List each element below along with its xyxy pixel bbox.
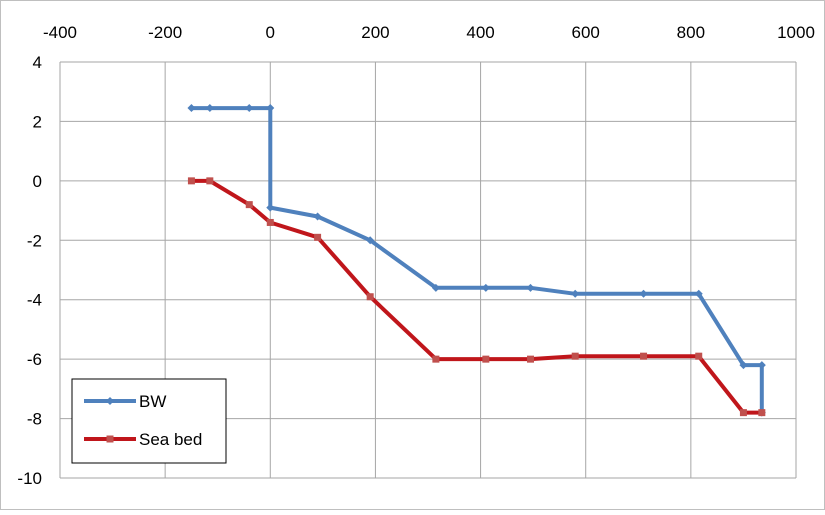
data-series bbox=[187, 104, 766, 417]
data-point-bw bbox=[431, 283, 440, 292]
data-point-bw bbox=[313, 212, 322, 221]
data-point-bw bbox=[694, 289, 703, 298]
data-point-sea-bed bbox=[187, 177, 195, 185]
x-tick-label: 0 bbox=[266, 23, 275, 42]
data-point-sea-bed bbox=[739, 409, 747, 417]
data-point-bw bbox=[571, 289, 580, 298]
data-point-bw bbox=[639, 289, 648, 298]
x-tick-label: 1000 bbox=[777, 23, 815, 42]
legend-marker-sea-bed bbox=[106, 435, 114, 443]
data-point-bw bbox=[739, 361, 748, 370]
series-sea-bed bbox=[187, 177, 766, 417]
data-point-bw bbox=[757, 361, 766, 370]
data-point-bw bbox=[366, 236, 375, 245]
data-point-sea-bed bbox=[245, 201, 253, 209]
data-point-sea-bed bbox=[695, 352, 703, 360]
legend-box bbox=[71, 378, 227, 464]
y-tick-label: -10 bbox=[17, 469, 42, 488]
data-point-bw bbox=[266, 203, 275, 212]
y-tick-label: -8 bbox=[27, 410, 42, 429]
data-point-bw bbox=[526, 283, 535, 292]
legend-label-sea-bed: Sea bed bbox=[139, 430, 202, 449]
data-point-sea-bed bbox=[758, 409, 766, 417]
y-tick-label: 4 bbox=[33, 53, 42, 72]
legend-label-bw: BW bbox=[139, 392, 166, 411]
y-tick-label: -2 bbox=[27, 231, 42, 250]
x-tick-label: -200 bbox=[148, 23, 182, 42]
x-tick-label: 200 bbox=[361, 23, 389, 42]
x-tick-label: 400 bbox=[466, 23, 494, 42]
data-point-sea-bed bbox=[432, 355, 440, 363]
data-point-bw bbox=[245, 104, 254, 113]
data-point-sea-bed bbox=[482, 355, 490, 363]
y-tick-label: -4 bbox=[27, 291, 42, 310]
data-point-bw bbox=[205, 104, 214, 113]
data-point-bw bbox=[187, 104, 196, 113]
data-point-sea-bed bbox=[571, 352, 579, 360]
data-point-sea-bed bbox=[266, 218, 274, 226]
data-point-bw bbox=[481, 283, 490, 292]
data-point-sea-bed bbox=[527, 355, 535, 363]
series-line-sea-bed bbox=[189, 178, 764, 415]
data-point-sea-bed bbox=[640, 352, 648, 360]
y-tick-label: 0 bbox=[33, 172, 42, 191]
x-tick-label: -400 bbox=[43, 23, 77, 42]
data-point-sea-bed bbox=[366, 293, 374, 301]
legend: BW Sea bed bbox=[71, 378, 227, 464]
series-line-bw bbox=[189, 106, 764, 415]
data-point-bw bbox=[266, 104, 275, 113]
y-tick-labels: -10 -8 -6 -4 -2 0 2 4 bbox=[17, 53, 42, 488]
legend-marker-bw bbox=[106, 397, 114, 405]
x-tick-labels: -400 -200 0 200 400 600 800 1000 bbox=[43, 23, 815, 42]
data-point-sea-bed bbox=[314, 233, 322, 241]
x-tick-label: 800 bbox=[677, 23, 705, 42]
y-tick-label: -6 bbox=[27, 350, 42, 369]
x-tick-label: 600 bbox=[572, 23, 600, 42]
data-point-sea-bed bbox=[206, 177, 214, 185]
y-tick-label: 2 bbox=[33, 112, 42, 131]
